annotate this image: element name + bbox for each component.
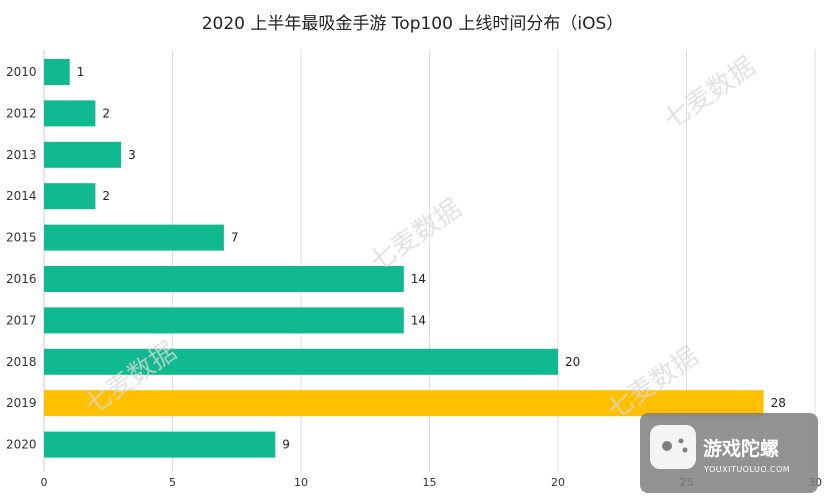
data-label-2012: 2: [102, 106, 110, 120]
game-controller-icon: [650, 425, 696, 469]
x-tick-label: 20: [551, 476, 565, 489]
data-label-2010: 1: [77, 65, 85, 79]
y-tick-label: 2016: [6, 272, 37, 286]
brand-logo: 游戏陀螺 YOUXITUOLUO.COM: [640, 413, 818, 493]
bar-2015: [44, 224, 224, 251]
bar-2012: [44, 100, 96, 127]
data-label-2019: 28: [771, 396, 786, 410]
bars: [44, 59, 764, 458]
x-tick-label: 5: [169, 476, 176, 489]
data-label-2018: 20: [565, 355, 580, 369]
watermark-text: 七麦数据: [659, 51, 761, 135]
bar-2017: [44, 307, 404, 334]
x-tick-label: 0: [41, 476, 48, 489]
y-tick-label: 2015: [6, 231, 37, 245]
y-tick-label: 2012: [6, 106, 37, 120]
y-tick-label: 2019: [6, 396, 37, 410]
bar-2014: [44, 183, 96, 210]
bar-2010: [44, 59, 70, 85]
bar-2020: [44, 431, 276, 458]
y-tick-label: 2010: [6, 65, 37, 79]
brand-name: 游戏陀螺: [703, 437, 779, 460]
data-label-2020: 9: [282, 438, 290, 452]
watermark-text: 七麦数据: [365, 193, 467, 277]
y-tick-label: 2020: [6, 438, 37, 452]
data-label-2016: 14: [411, 272, 426, 286]
y-tick-label: 2013: [6, 148, 37, 162]
data-labels: 1 2 3 2 7 14 14 20 28 9: [77, 65, 786, 452]
data-label-2017: 14: [411, 313, 426, 327]
y-tick-label: 2018: [6, 355, 37, 369]
bar-2018: [44, 348, 558, 375]
data-label-2014: 2: [102, 189, 110, 203]
x-tick-label: 15: [423, 476, 437, 489]
chart-title: 2020 上半年最吸金手游 Top100 上线时间分布（iOS）: [201, 14, 624, 34]
bar-2013: [44, 141, 122, 168]
y-tick-label: 2017: [6, 313, 37, 327]
y-axis-ticks: 2010 2012 2013 2014 2015 2016 2017 2018 2019 2020: [6, 65, 37, 452]
data-label-2013: 3: [128, 148, 136, 162]
x-tick-label: 10: [294, 476, 308, 489]
brand-url: YOUXITUOLUO.COM: [703, 465, 790, 474]
data-label-2015: 7: [231, 231, 239, 245]
bar-2019: [44, 390, 764, 417]
y-tick-label: 2014: [6, 189, 37, 203]
bar-2016: [44, 266, 404, 292]
